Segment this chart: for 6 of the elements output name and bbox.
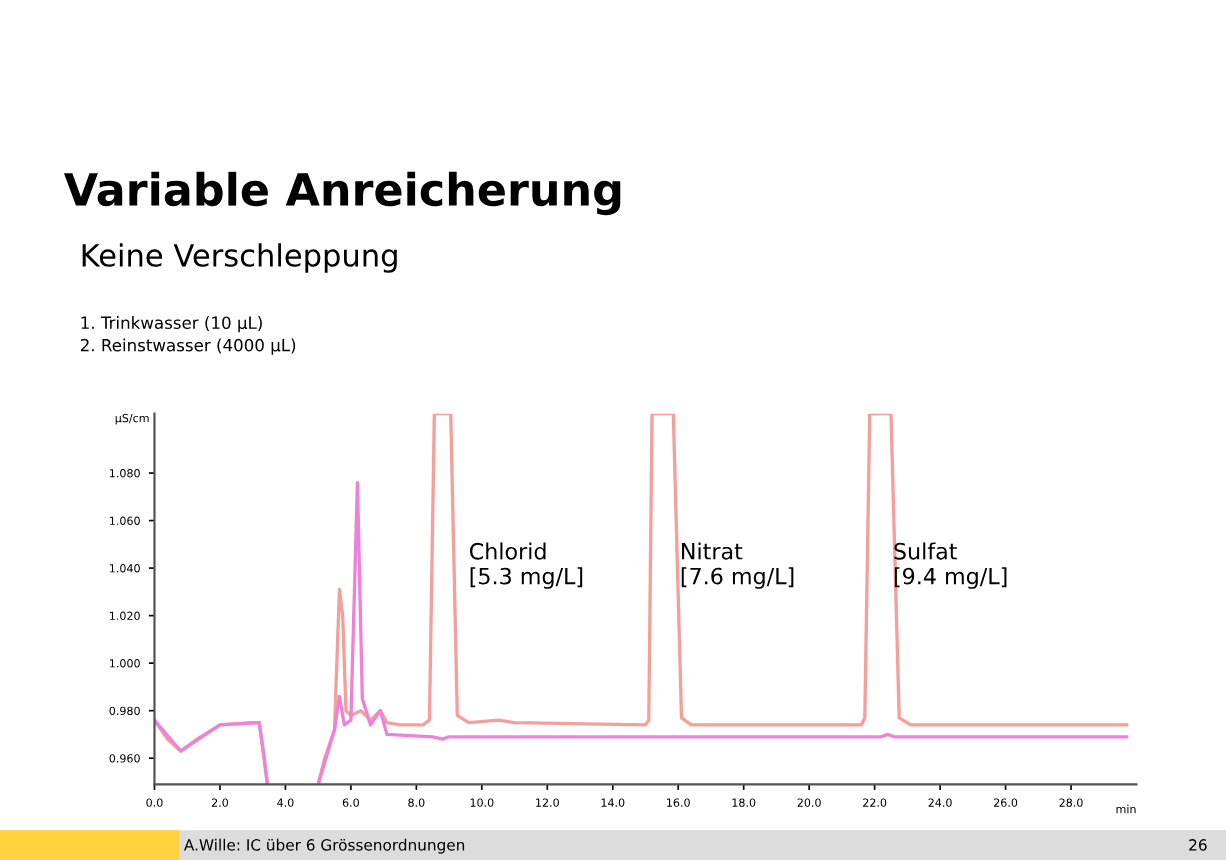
annotation: Nitrat [7.6 mg/L]: [681, 542, 794, 589]
annotation: Sulfat [9.4 mg/L]: [894, 542, 1007, 589]
chart-title: Variable Anreicherung: [63, 171, 621, 216]
annotation: Chlorid [5.3 mg/L]: [469, 542, 583, 589]
chart-subtitle: Keine Verschleppung: [82, 243, 397, 273]
text: 1. Trinkwasser (10 µL) 2. Reinstwasser (4000 µL): [80, 316, 296, 355]
